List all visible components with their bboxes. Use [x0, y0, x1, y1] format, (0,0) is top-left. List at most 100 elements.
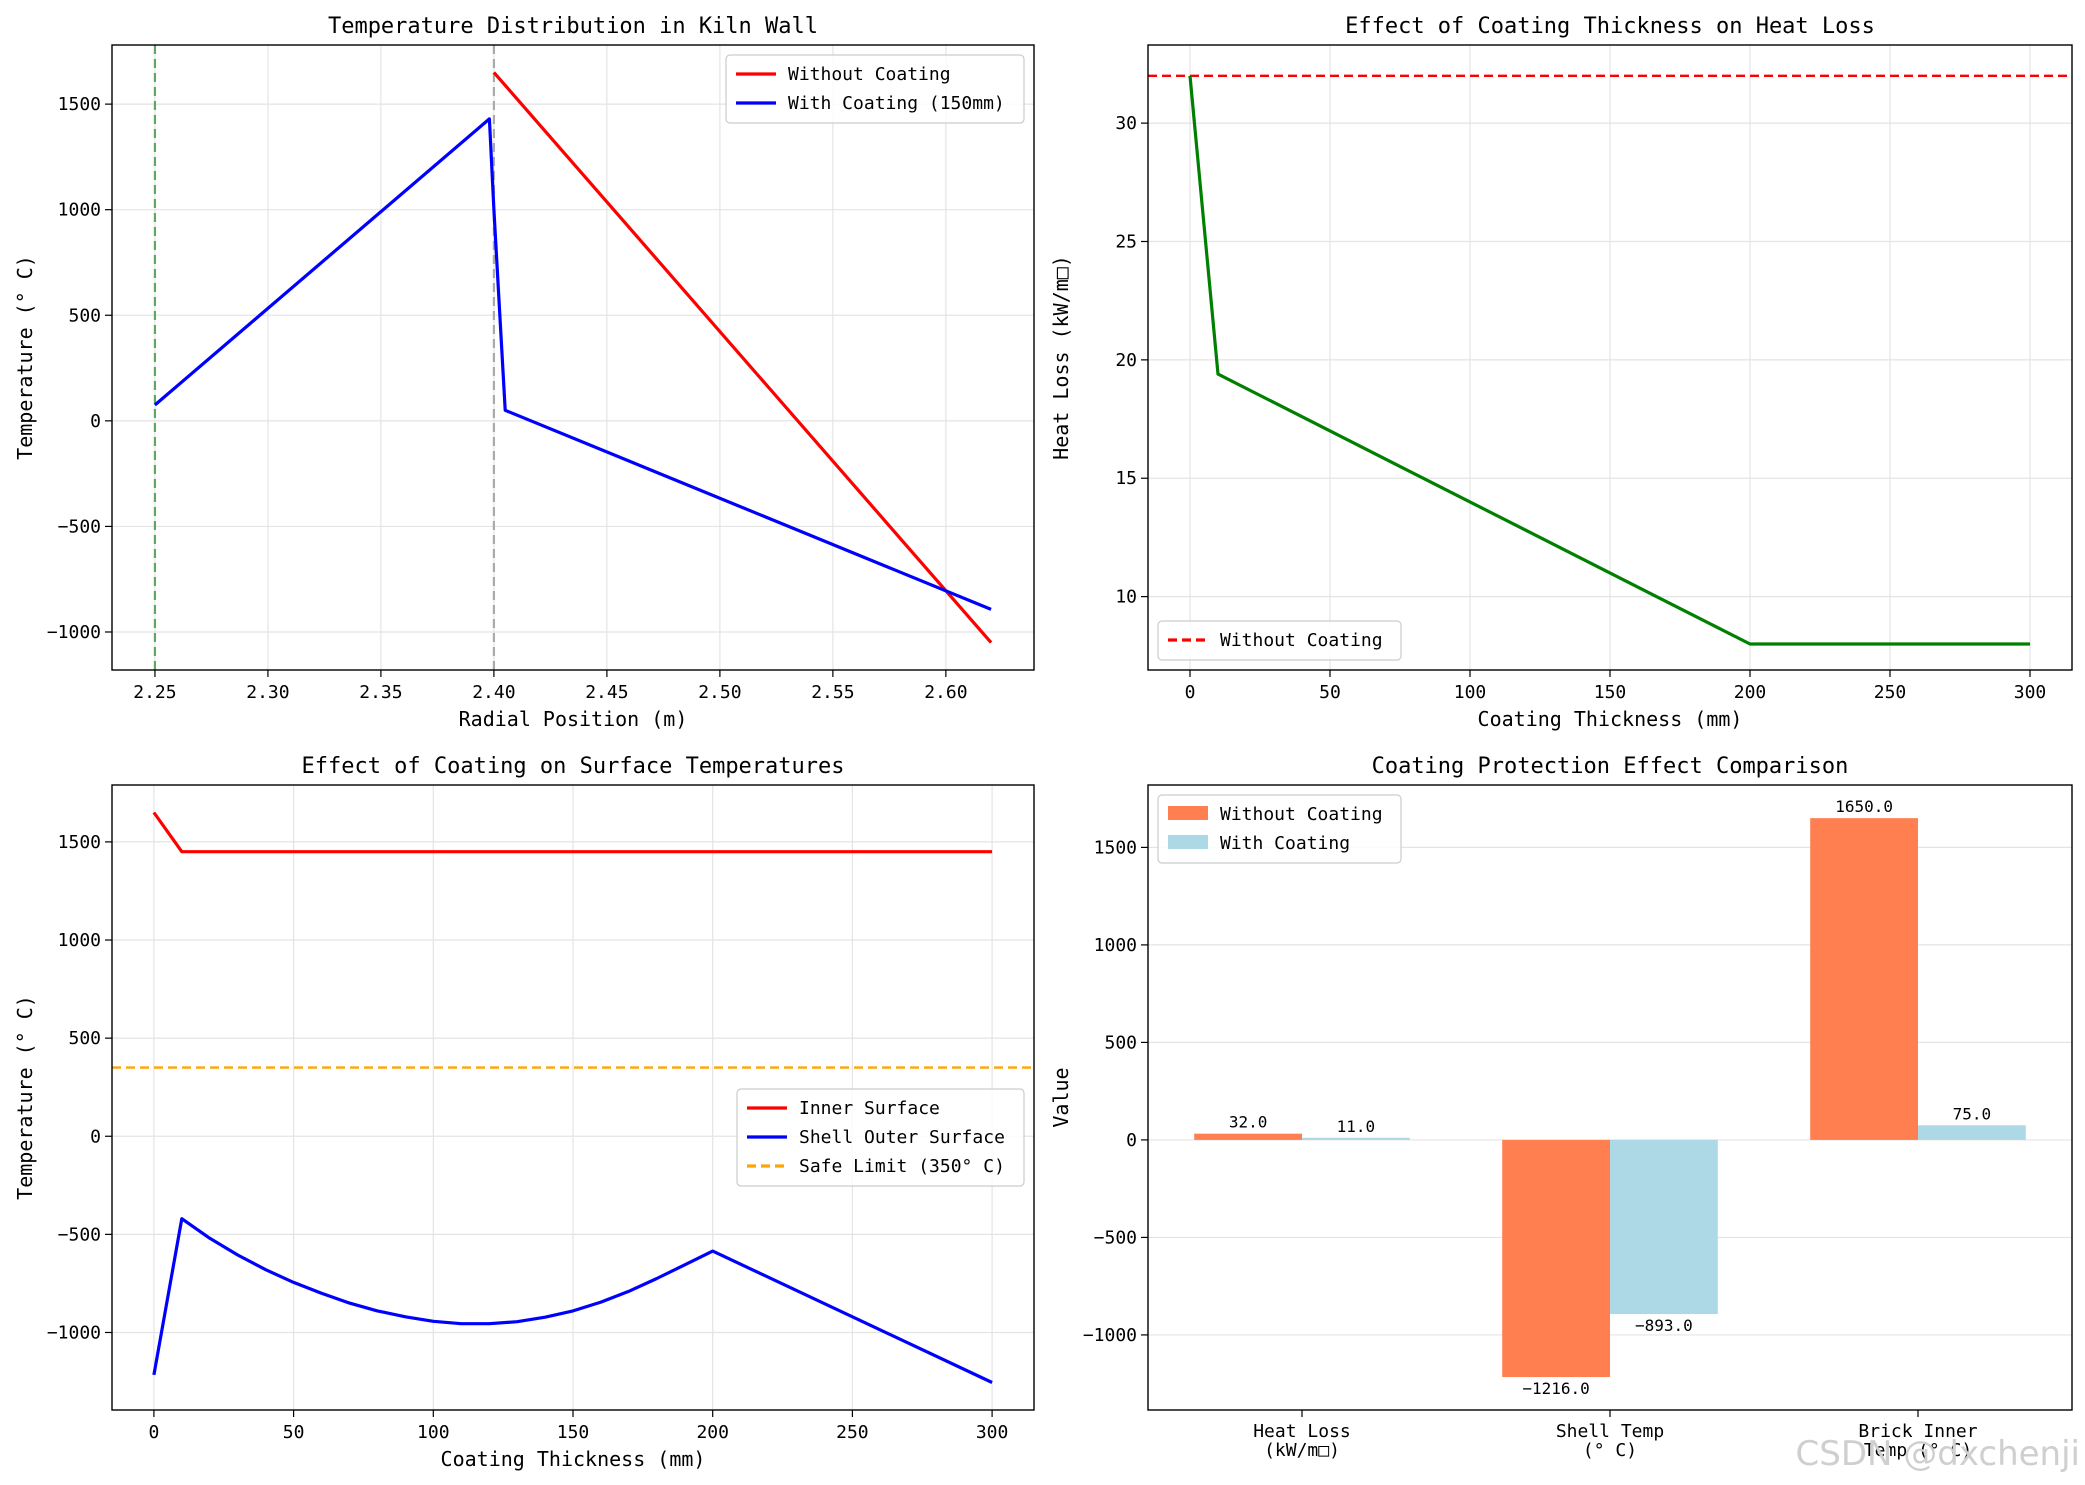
plot-layer	[1148, 45, 2072, 670]
watermark-text: CSDN @dxchenji	[1796, 1434, 2080, 1474]
bar-value-label: −1216.0	[1522, 1379, 1589, 1398]
legend-box	[725, 54, 1025, 124]
plot-layer	[112, 785, 1034, 1410]
y-tick-label: 0	[90, 1126, 101, 1147]
legend-label: Inner Surface	[799, 1098, 940, 1119]
y-tick-label: 10	[1115, 587, 1137, 608]
y-tick-label: 30	[1115, 113, 1137, 134]
x-tick-label: 50	[283, 1422, 305, 1443]
y-tick-label: 1500	[58, 832, 101, 853]
x-axis-label: Radial Position (m)	[459, 707, 688, 731]
bar-1-3	[1810, 818, 1918, 1140]
y-axis-label: Value	[1049, 1067, 1073, 1127]
x-tick-label: 2.35	[359, 682, 402, 703]
legend-box	[736, 1088, 1025, 1187]
x-tick-label: 250	[1874, 682, 1907, 703]
chart-title: Coating Protection Effect Comparison	[1372, 754, 1849, 779]
x-tick-label: 0	[148, 1422, 159, 1443]
bar-2-3	[1918, 1125, 2026, 1140]
bar-1-1	[1194, 1133, 1302, 1140]
chart-title: Temperature Distribution in Kiln Wall	[328, 14, 818, 39]
axes-frame	[1147, 44, 2073, 671]
y-tick-label: 1500	[58, 94, 101, 115]
x-tick-label: 2.45	[585, 682, 628, 703]
x-tick-label: 250	[836, 1422, 869, 1443]
axes-frame	[1147, 784, 2073, 1411]
category-label: Heat Loss	[1253, 1421, 1351, 1442]
axes-frame	[111, 44, 1035, 671]
x-tick-label: 0	[1185, 682, 1196, 703]
bar-value-label: −893.0	[1635, 1316, 1693, 1335]
y-tick-label: 20	[1115, 350, 1137, 371]
x-tick-label: 300	[976, 1422, 1009, 1443]
chart-1: −1000 −500 0 500 1000 1500 2.25 2.30 2.35 2.40 2.4…	[13, 14, 1035, 731]
legend-label: With Coating (150mm)	[788, 93, 1005, 114]
legend-label: Without Coating	[1220, 630, 1383, 651]
legend-label: With Coating	[1220, 833, 1350, 854]
y-tick-label: −1000	[47, 1322, 101, 1343]
series-line-2	[153, 117, 992, 611]
bar-value-label: 1650.0	[1835, 797, 1893, 816]
bar-1-2	[1502, 1139, 1610, 1378]
legend-swatch	[1168, 806, 1208, 820]
legend: Without Coating With Coating	[1157, 794, 1402, 864]
series-line-1	[152, 811, 993, 854]
category-label: (° C)	[1583, 1440, 1637, 1461]
x-tick-label: 200	[1734, 682, 1767, 703]
series-line-2	[152, 1217, 993, 1384]
y-axis-label: Temperature (° C)	[13, 995, 37, 1200]
x-tick-label: 2.55	[811, 682, 854, 703]
y-tick-label: 500	[68, 305, 101, 326]
x-tick-label: 2.50	[698, 682, 741, 703]
plot-layer	[112, 45, 1034, 670]
y-axis-label: Heat Loss (kW/m□)	[1049, 255, 1073, 460]
x-tick-label: 50	[1319, 682, 1341, 703]
legend-label: Shell Outer Surface	[799, 1127, 1005, 1148]
legend-label: Without Coating	[788, 64, 951, 85]
y-axis-label: Temperature (° C)	[13, 255, 37, 460]
y-tick-label: 1000	[58, 930, 101, 951]
y-tick-label: 1000	[1094, 935, 1137, 956]
legend-label: Without Coating	[1220, 804, 1383, 825]
category-label: (kW/m□)	[1264, 1440, 1340, 1461]
legend: Without Coating	[1157, 620, 1402, 661]
bar-2-2	[1610, 1139, 1718, 1315]
x-tick-label: 2.60	[924, 682, 967, 703]
x-tick-label: 300	[2014, 682, 2047, 703]
category-label: Brick Inner	[1858, 1421, 1977, 1442]
bar-value-label: 32.0	[1229, 1113, 1268, 1132]
x-tick-label: 150	[1594, 682, 1627, 703]
bar-2-1	[1302, 1137, 1410, 1140]
y-tick-label: 500	[68, 1028, 101, 1049]
y-tick-label: 1500	[1094, 837, 1137, 858]
y-tick-label: −1000	[1083, 1325, 1137, 1346]
x-tick-label: 100	[417, 1422, 450, 1443]
axes-frame	[111, 784, 1035, 1411]
legend: Inner Surface Shell Outer Surface Safe Lim…	[736, 1088, 1025, 1187]
y-tick-label: −500	[58, 1224, 101, 1245]
category-label: Shell Temp	[1556, 1421, 1664, 1442]
x-tick-label: 2.25	[133, 682, 176, 703]
x-tick-label: 2.40	[472, 682, 515, 703]
series-line-1	[1188, 75, 2030, 646]
x-tick-label: 100	[1454, 682, 1487, 703]
legend: Without Coating With Coating (150mm)	[725, 54, 1025, 124]
legend-box	[1157, 794, 1402, 864]
y-tick-label: 0	[1126, 1130, 1137, 1151]
legend-box	[1157, 620, 1402, 661]
y-tick-label: 25	[1115, 231, 1137, 252]
y-tick-label: −1000	[47, 622, 101, 643]
y-tick-label: 500	[1104, 1032, 1137, 1053]
x-axis-label: Coating Thickness (mm)	[441, 1447, 706, 1471]
bar-value-label: 75.0	[1953, 1104, 1992, 1123]
y-tick-label: 0	[90, 411, 101, 432]
x-axis-label: Coating Thickness (mm)	[1478, 707, 1743, 731]
x-tick-label: 150	[557, 1422, 590, 1443]
legend-swatch	[1168, 835, 1208, 849]
chart-title: Effect of Coating on Surface Temperature…	[301, 754, 844, 779]
category-label: Temp (° C)	[1864, 1440, 1972, 1461]
bar-value-label: 11.0	[1337, 1117, 1376, 1136]
plot-area	[112, 45, 1034, 670]
